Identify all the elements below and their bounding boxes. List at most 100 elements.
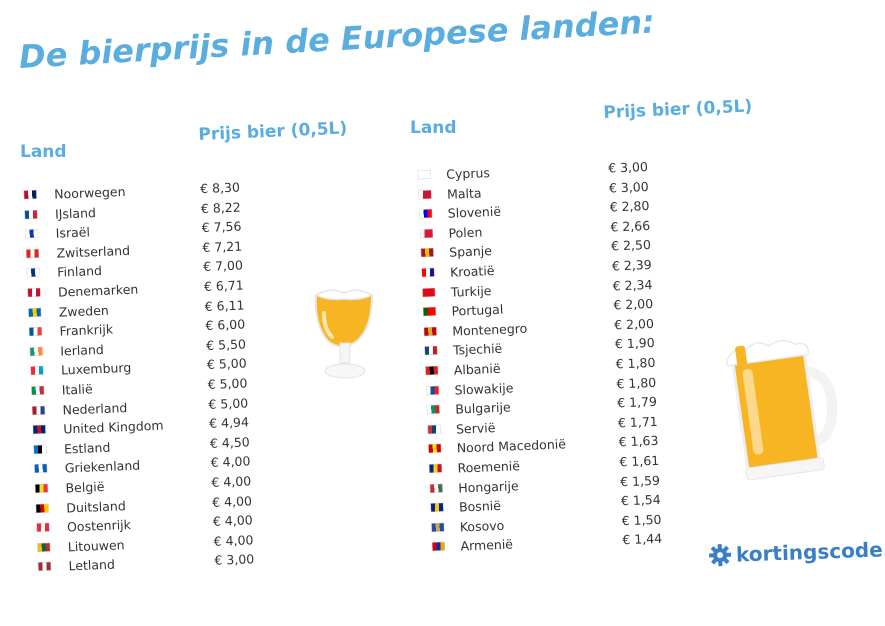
beer-price: € 6,71 <box>203 277 244 294</box>
country-name: Polen <box>448 224 483 241</box>
beer-price: € 7,56 <box>201 218 242 236</box>
beer-price: € 5,00 <box>206 355 247 373</box>
flag-icon <box>426 385 439 395</box>
beer-price: € 2,66 <box>610 217 651 235</box>
flag-icon <box>423 307 436 316</box>
beer-price: € 7,21 <box>202 238 243 255</box>
country-name: Tsjechië <box>452 341 503 358</box>
flag-icon <box>27 268 40 278</box>
country-name: Servië <box>455 419 496 437</box>
country-name: Spanje <box>448 243 493 261</box>
beer-price: € 6,00 <box>205 316 246 334</box>
beer-price: € 3,00 <box>608 178 649 196</box>
beer-price: € 1,80 <box>616 374 657 391</box>
flag-icon <box>30 366 44 376</box>
flag-icon <box>32 405 45 415</box>
flag-icon <box>26 249 39 258</box>
beer-price: € 1,59 <box>619 472 661 489</box>
country-name: Hongarije <box>458 477 519 496</box>
country-name: Kroatië <box>449 262 495 280</box>
flag-icon <box>37 542 50 552</box>
left-price-table: Noorwegen € 8,30 IJsland € 8,22 Israël € 7,56… <box>20 176 355 580</box>
country-name: Portugal <box>451 301 504 319</box>
country-name: Bulgarije <box>455 399 511 417</box>
country-name: IJsland <box>54 204 97 222</box>
country-name: Roemenië <box>457 458 521 476</box>
flag-icon <box>429 464 442 473</box>
logo-gear-icon <box>708 544 732 567</box>
country-name: Malta <box>446 185 482 202</box>
country-name: Slowakije <box>454 379 514 398</box>
country-name: Turkije <box>450 282 492 300</box>
flag-icon <box>419 209 432 218</box>
country-name: Israël <box>55 224 91 241</box>
page-title: De bierprijs in de Europese landen: <box>18 2 656 76</box>
flag-icon <box>38 562 51 571</box>
beer-price: € 2,80 <box>609 198 650 215</box>
country-name: Ierland <box>59 341 105 359</box>
beer-price: € 7,00 <box>202 257 244 275</box>
beer-price: € 2,34 <box>612 276 653 294</box>
beer-price: € 3,00 <box>214 551 255 569</box>
flag-icon <box>29 327 42 336</box>
country-name: Duitsland <box>66 497 126 515</box>
flag-icon <box>30 347 43 356</box>
beer-price: € 4,50 <box>209 434 250 451</box>
country-name: Zweden <box>58 302 110 320</box>
flag-icon <box>33 425 46 434</box>
flag-icon <box>36 503 49 513</box>
flag-icon <box>422 287 435 297</box>
flag-icon <box>424 346 438 356</box>
country-name: Denemarken <box>57 281 139 300</box>
beer-price: € 6,11 <box>204 297 245 314</box>
country-name: Oostenrijk <box>66 517 132 535</box>
beer-price: € 4,00 <box>211 473 252 490</box>
beer-price: € 8,30 <box>199 179 241 197</box>
flag-icon <box>27 288 41 297</box>
flag-icon <box>421 248 434 258</box>
flag-icon <box>427 405 440 414</box>
beer-price: € 1,54 <box>620 491 661 509</box>
country-name: Estland <box>63 439 111 457</box>
beer-price: € 1,80 <box>615 354 656 372</box>
country-name: Cyprus <box>445 165 491 182</box>
country-name: Luxemburg <box>60 360 132 378</box>
flag-icon <box>31 386 44 395</box>
country-name: Griekenland <box>64 457 141 476</box>
country-name: Kosovo <box>459 517 505 535</box>
header-price-left: Prijs bier (0,5L) <box>198 118 348 145</box>
beer-price: € 4,00 <box>211 492 253 510</box>
header-land-right: Land <box>410 118 457 138</box>
beer-price: € 2,39 <box>611 256 652 274</box>
country-name: Armenië <box>460 536 514 554</box>
flag-icon <box>418 170 431 179</box>
beer-price: € 5,00 <box>208 394 249 412</box>
beer-price: € 4,00 <box>210 453 251 471</box>
country-name: Slovenië <box>447 203 502 221</box>
flag-icon <box>425 366 438 375</box>
beer-price: € 1,61 <box>619 452 660 470</box>
flag-icon <box>418 189 432 199</box>
header-price-right: Prijs bier (0,5L) <box>603 96 753 123</box>
logo[interactable]: kortingscode.nl <box>708 536 885 567</box>
country-name: België <box>65 478 105 496</box>
flag-icon <box>421 268 435 277</box>
beer-price: € 2,50 <box>610 237 652 254</box>
country-name: Bosnië <box>458 498 502 515</box>
beer-mug-icon <box>726 339 838 481</box>
beer-price: € 1,50 <box>621 511 662 528</box>
flag-icon <box>35 484 48 493</box>
beer-price: € 5,50 <box>205 336 247 353</box>
flag-icon <box>428 444 441 453</box>
beer-price: € 1,79 <box>616 393 658 411</box>
flag-icon <box>25 229 38 238</box>
flag-icon <box>432 542 445 551</box>
beer-price: € 2,00 <box>613 296 654 313</box>
beer-price: € 3,00 <box>607 159 649 176</box>
beer-price: € 1,63 <box>618 433 659 450</box>
beer-price: € 1,90 <box>614 335 655 352</box>
beer-price: € 5,00 <box>207 375 248 392</box>
flag-icon <box>431 522 444 532</box>
country-name: United Kingdom <box>63 417 164 437</box>
beer-glass-icon <box>314 289 374 379</box>
